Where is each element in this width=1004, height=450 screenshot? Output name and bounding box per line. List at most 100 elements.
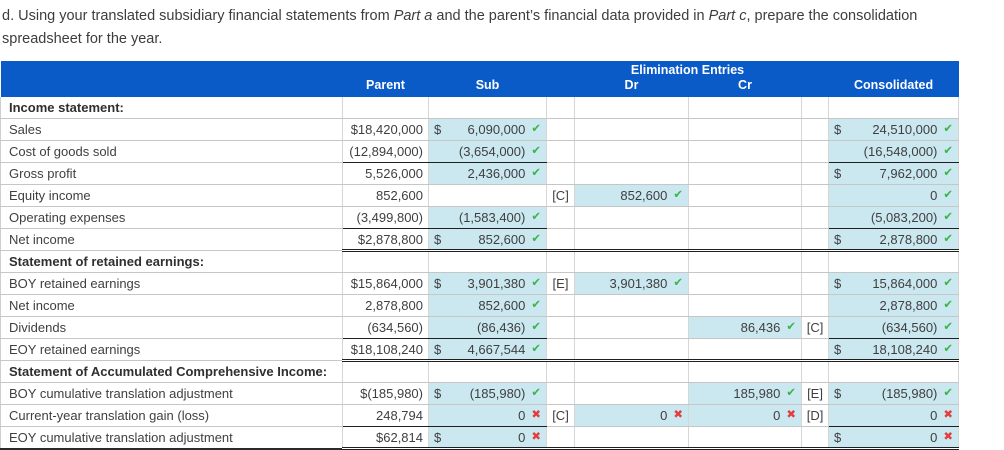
check-icon: ✔ <box>531 387 541 400</box>
dr-cell <box>574 228 689 253</box>
sub-cell[interactable]: 852,600 ✔ <box>428 294 547 318</box>
consolidated-cell[interactable]: (5,083,200) ✔ <box>828 206 960 230</box>
consolidated-cell[interactable]: $18,108,240 ✔ <box>828 338 960 363</box>
dr-cell <box>574 382 689 406</box>
dr-cell[interactable]: 3,901,380 ✔ <box>574 272 689 296</box>
consolidated-cell[interactable]: (16,548,000) ✔ <box>828 140 960 164</box>
cr-cell <box>688 426 802 450</box>
cross-icon: ✖ <box>531 430 541 443</box>
row-label: Dividends <box>0 316 343 340</box>
table-row: Dividends (634,560) (86,436) ✔ 86,436 ✔ [C] (63… <box>0 316 960 340</box>
dr-label-cell: [C] <box>546 184 575 208</box>
cr-cell <box>688 294 802 318</box>
cell-value: (185,980) <box>469 386 526 402</box>
cell-value: (5,083,200) <box>870 210 938 226</box>
dollar-sign: $ <box>434 386 442 402</box>
cell-value: (634,560) <box>881 320 938 336</box>
cell-value: 2,878,800 <box>879 231 938 247</box>
check-icon: ✔ <box>531 123 541 136</box>
parent-cell: $18,108,240 <box>342 338 429 363</box>
cr-cell[interactable]: 86,436 ✔ <box>688 316 802 340</box>
cr-cell[interactable]: 0 ✖ <box>688 404 802 428</box>
check-icon: ✔ <box>943 342 954 355</box>
consolidated-cell[interactable]: 0 ✔ <box>828 184 960 208</box>
header-row-columns: Parent Sub Dr Cr Consolidated <box>0 76 959 97</box>
parent-cell: 852,600 <box>342 184 429 208</box>
sub-cell[interactable]: $4,667,544 ✔ <box>428 338 547 363</box>
part-a-reference: Part a <box>393 8 433 24</box>
dr-cell <box>574 118 689 142</box>
header-spacer <box>801 76 829 97</box>
table-row: Net income 2,878,800 852,600 ✔ 2,878,800 ✔ <box>0 294 960 318</box>
section-row: Income statement: <box>0 96 960 120</box>
sub-cell[interactable]: 0 ✖ <box>428 404 547 428</box>
sub-cell[interactable]: (86,436) ✔ <box>428 316 547 340</box>
check-icon: ✔ <box>943 189 954 202</box>
instruction-text: d. Using your translated subsidiary fina… <box>0 0 1002 52</box>
table-row: Sales $18,420,000 $6,090,000 ✔ $24,510,000 ✔ <box>0 118 960 142</box>
consolidated-cell[interactable]: $15,864,000 ✔ <box>828 272 960 296</box>
parent-cell <box>342 360 429 384</box>
cell-value: (86,436) <box>476 320 526 336</box>
dr-label-cell <box>546 338 575 363</box>
table-row: BOY cumulative translation adjustment $(1… <box>0 382 960 406</box>
parent-cell: 5,526,000 <box>342 162 429 186</box>
consolidated-cell[interactable]: $24,510,000 ✔ <box>828 118 960 142</box>
cell-value: (3,654,000) <box>458 144 526 160</box>
cr-cell <box>688 184 802 208</box>
row-label: Current-year translation gain (loss) <box>0 404 343 428</box>
check-icon: ✔ <box>943 123 954 136</box>
cr-label-cell <box>801 228 830 253</box>
cell-value: 15,864,000 <box>872 276 938 292</box>
cr-label-cell: [C] <box>801 316 830 340</box>
check-icon: ✔ <box>943 211 954 224</box>
dr-label-cell <box>546 360 575 384</box>
cell-value: 852,600 <box>620 188 668 204</box>
consolidated-cell[interactable]: $2,878,800 ✔ <box>828 228 960 253</box>
cr-cell <box>688 250 802 274</box>
table-row: EOY retained earnings $18,108,240 $4,667,5… <box>0 338 960 363</box>
dr-cell[interactable]: 0 ✖ <box>574 404 689 428</box>
cr-label-cell <box>801 118 830 142</box>
check-icon: ✔ <box>531 145 541 158</box>
dollar-sign: $ <box>834 341 842 357</box>
cr-label-cell: [E] <box>801 382 830 406</box>
cell-value: 0 <box>930 188 938 204</box>
check-icon: ✔ <box>531 232 541 245</box>
parent-cell: 248,794 <box>342 404 429 428</box>
check-icon: ✔ <box>531 321 541 334</box>
sub-cell <box>428 360 547 384</box>
dr-cell <box>574 316 689 340</box>
sub-cell[interactable]: $0 ✖ <box>428 426 547 450</box>
sub-cell[interactable]: (3,654,000) ✔ <box>428 140 547 164</box>
check-icon: ✔ <box>943 277 954 290</box>
consolidated-cell[interactable]: 2,878,800 ✔ <box>828 294 960 318</box>
consolidated-cell[interactable]: $ (185,980) ✔ <box>828 382 960 406</box>
dr-cell[interactable]: 852,600 ✔ <box>574 184 689 208</box>
cr-cell[interactable]: 185,980 ✔ <box>688 382 802 406</box>
sub-cell <box>428 250 547 274</box>
dr-label-cell <box>546 206 575 230</box>
consolidated-cell[interactable]: $0 ✖ <box>828 426 960 450</box>
consolidated-cell[interactable]: (634,560) ✔ <box>828 316 960 340</box>
cell-value: 6,090,000 <box>467 122 526 138</box>
sub-cell[interactable]: $852,600 ✔ <box>428 228 547 253</box>
cr-cell <box>688 338 802 363</box>
sub-cell[interactable]: $6,090,000 ✔ <box>428 118 547 142</box>
sub-cell[interactable]: $ (185,980) ✔ <box>428 382 547 406</box>
check-icon: ✔ <box>943 145 954 158</box>
instruction-segment: d. Using your translated subsidiary fina… <box>2 8 394 24</box>
sub-cell[interactable]: (1,583,400) ✔ <box>428 206 547 230</box>
row-label: Statement of retained earnings: <box>0 250 343 274</box>
dr-cell <box>574 140 689 164</box>
sub-cell[interactable]: 2,436,000 ✔ <box>428 162 547 186</box>
dollar-sign: $ <box>834 231 842 247</box>
sub-cell[interactable]: $3,901,380 ✔ <box>428 272 547 296</box>
dr-label-cell <box>546 250 575 274</box>
cr-cell <box>688 272 802 296</box>
check-icon: ✔ <box>943 232 954 245</box>
consolidated-cell[interactable]: $7,962,000 ✔ <box>828 162 960 186</box>
check-icon: ✔ <box>943 167 954 180</box>
consolidated-cell[interactable]: 0 ✖ <box>828 404 960 428</box>
cr-label-cell <box>801 426 830 450</box>
